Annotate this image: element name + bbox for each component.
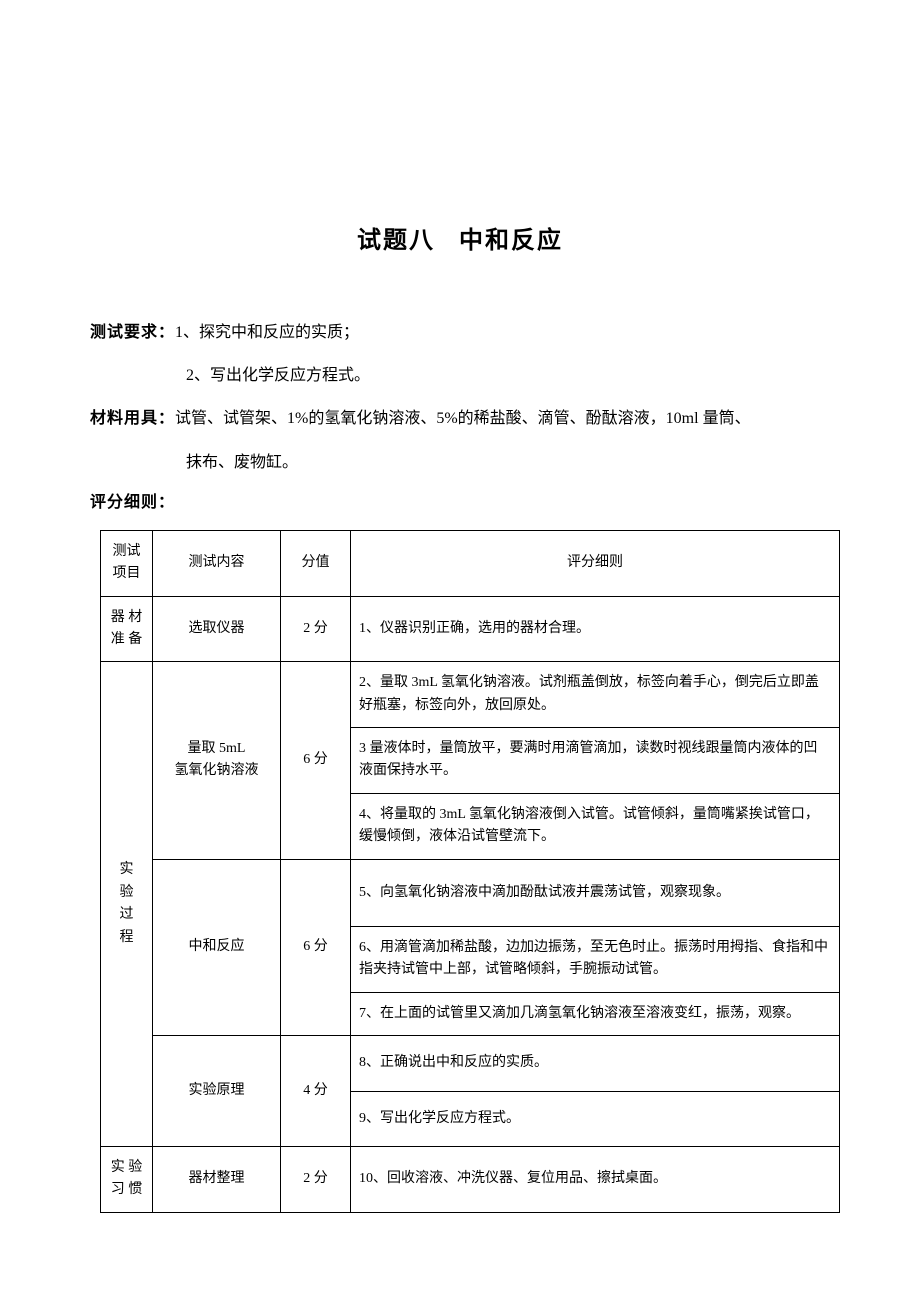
cell-project-process: 实 验 过 程 [101,662,153,1147]
materials-block: 材料用具：试管、试管架、1%的氢氧化钠溶液、5%的稀盐酸、滴管、酚酞溶液，10m… [90,401,830,436]
materials-label: 材料用具： [90,410,175,427]
table-row: 实 验 过 程 量取 5mL 氢氧化钠溶液 6 分 2、量取 3mL 氢氧化钠溶… [101,662,840,728]
title-main: 中和反应 [459,228,563,254]
table-row: 实 验 习 惯 器材整理 2 分 10、回收溶液、冲洗仪器、复位用品、擦拭桌面。 [101,1147,840,1213]
page-title: 试题八中和反应 [90,220,830,255]
cell-detail: 3 量液体时，量筒放平，要满时用滴管滴加，读数时视线跟量筒内液体的凹液面保持水平… [351,728,840,794]
cell-detail: 5、向氢氧化钠溶液中滴加酚酞试液并震荡试管，观察现象。 [351,859,840,926]
cell-project-prep: 器 材 准 备 [101,596,153,662]
cell-project-habit: 实 验 习 惯 [101,1147,153,1213]
requirement-1: 1、探究中和反应的实质； [175,324,359,341]
table-row: 器 材 准 备 选取仪器 2 分 1、仪器识别正确，选用的器材合理。 [101,596,840,662]
cell-score: 6 分 [281,859,351,1036]
cell-content: 器材整理 [153,1147,281,1213]
th-score: 分值 [281,530,351,596]
cell-detail: 6、用滴管滴加稀盐酸，边加边振荡，至无色时止。振荡时用拇指、食指和中指夹持试管中… [351,927,840,993]
cell-content: 量取 5mL 氢氧化钠溶液 [153,662,281,859]
cell-content: 实验原理 [153,1036,281,1147]
title-prefix: 试题八 [357,228,435,254]
th-detail: 评分细则 [351,530,840,596]
cell-detail: 2、量取 3mL 氢氧化钠溶液。试剂瓶盖倒放，标签向着手心，倒完后立即盖好瓶塞，… [351,662,840,728]
cell-score: 6 分 [281,662,351,859]
cell-detail: 9、写出化学反应方程式。 [351,1091,840,1146]
requirements-label: 测试要求： [90,324,175,341]
rubric-label: 评分细则： [90,488,830,512]
table-row: 实验原理 4 分 8、正确说出中和反应的实质。 [101,1036,840,1091]
cell-score: 4 分 [281,1036,351,1147]
cell-detail: 8、正确说出中和反应的实质。 [351,1036,840,1091]
th-content: 测试内容 [153,530,281,596]
cell-detail: 1、仪器识别正确，选用的器材合理。 [351,596,840,662]
table-header-row: 测试 项目 测试内容 分值 评分细则 [101,530,840,596]
materials-line2-wrap: 抹布、废物缸。 [90,445,830,480]
materials-line1: 试管、试管架、1%的氢氧化钠溶液、5%的稀盐酸、滴管、酚酞溶液，10ml 量筒、 [175,410,751,427]
th-project: 测试 项目 [101,530,153,596]
requirements-line2: 2、写出化学反应方程式。 [90,358,830,393]
cell-content: 选取仪器 [153,596,281,662]
materials-line2: 抹布、废物缸。 [186,454,298,471]
cell-content: 中和反应 [153,859,281,1036]
cell-score: 2 分 [281,1147,351,1213]
cell-detail: 10、回收溶液、冲洗仪器、复位用品、擦拭桌面。 [351,1147,840,1213]
cell-score: 2 分 [281,596,351,662]
rubric-table: 测试 项目 测试内容 分值 评分细则 器 材 准 备 选取仪器 2 分 1、仪器… [100,530,840,1213]
requirements-block: 测试要求：1、探究中和反应的实质； [90,315,830,350]
cell-detail: 4、将量取的 3mL 氢氧化钠溶液倒入试管。试管倾斜，量筒嘴紧挨试管口，缓慢倾倒… [351,793,840,859]
table-row: 中和反应 6 分 5、向氢氧化钠溶液中滴加酚酞试液并震荡试管，观察现象。 [101,859,840,926]
document-page: 试题八中和反应 测试要求：1、探究中和反应的实质； 2、写出化学反应方程式。 材… [0,0,920,1302]
requirement-2: 2、写出化学反应方程式。 [186,367,370,384]
cell-detail: 7、在上面的试管里又滴加几滴氢氧化钠溶液至溶液变红，振荡，观察。 [351,992,840,1035]
